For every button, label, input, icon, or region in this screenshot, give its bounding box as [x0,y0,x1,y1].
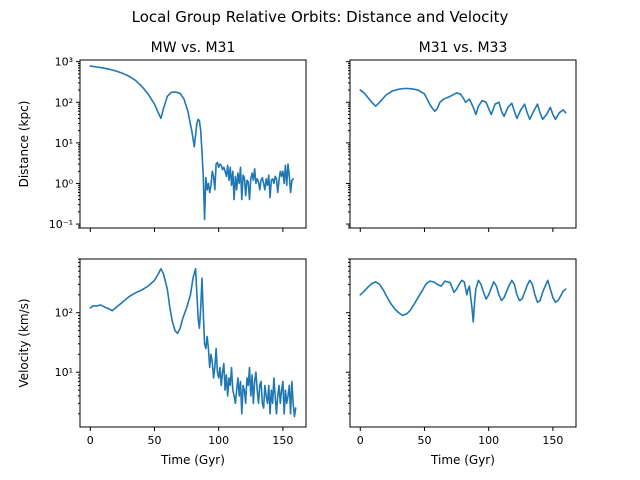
x-tick-label: 0 [357,434,364,447]
x-tick-label: 50 [417,434,431,447]
subplot-4: 0 50 100 150 Time (Gyr) [346,258,577,467]
series-line [89,267,297,418]
series-line [359,279,567,323]
y-tick-label: 10¹ [55,137,73,150]
x-tick-label: 50 [147,434,161,447]
y-axis-label: Distance (kpc) [17,101,31,188]
subplot-title: MW vs. M31 [151,40,236,56]
x-axis-label: Time (Gyr) [160,453,225,467]
figure-title: Local Group Relative Orbits: Distance an… [132,8,509,26]
axes-frame [79,258,307,428]
axes-frame [349,258,577,428]
subplot-title: M31 vs. M33 [419,40,508,56]
y-tick-label: 10² [55,96,73,109]
y-tick-label: 10⁰ [55,177,74,190]
series-line [359,87,567,121]
subplot-3: 10¹ 10² 0 50 100 150 Time (Gyr) Velocity (km/s) [17,258,307,467]
subplot-2: M31 vs. M33 [346,40,577,232]
subplot-1: 10⁻¹ 10⁰ 10¹ 10² 10³ MW vs. M31 Distance (kpc) [17,40,307,232]
axes-frame [79,59,307,229]
x-axis-label: Time (Gyr) [430,453,495,467]
x-tick-label: 150 [542,434,563,447]
y-tick-label: 10² [55,307,73,320]
series-line [89,65,294,221]
x-tick-label: 0 [87,434,94,447]
y-tick-label: 10¹ [55,366,73,379]
x-tick-label: 100 [478,434,499,447]
y-axis-label: Velocity (km/s) [17,298,31,387]
x-tick-label: 150 [272,434,293,447]
axes-frame [349,59,577,229]
x-tick-label: 100 [208,434,229,447]
y-tick-label: 10⁻¹ [49,218,73,231]
y-tick-label: 10³ [55,56,73,69]
